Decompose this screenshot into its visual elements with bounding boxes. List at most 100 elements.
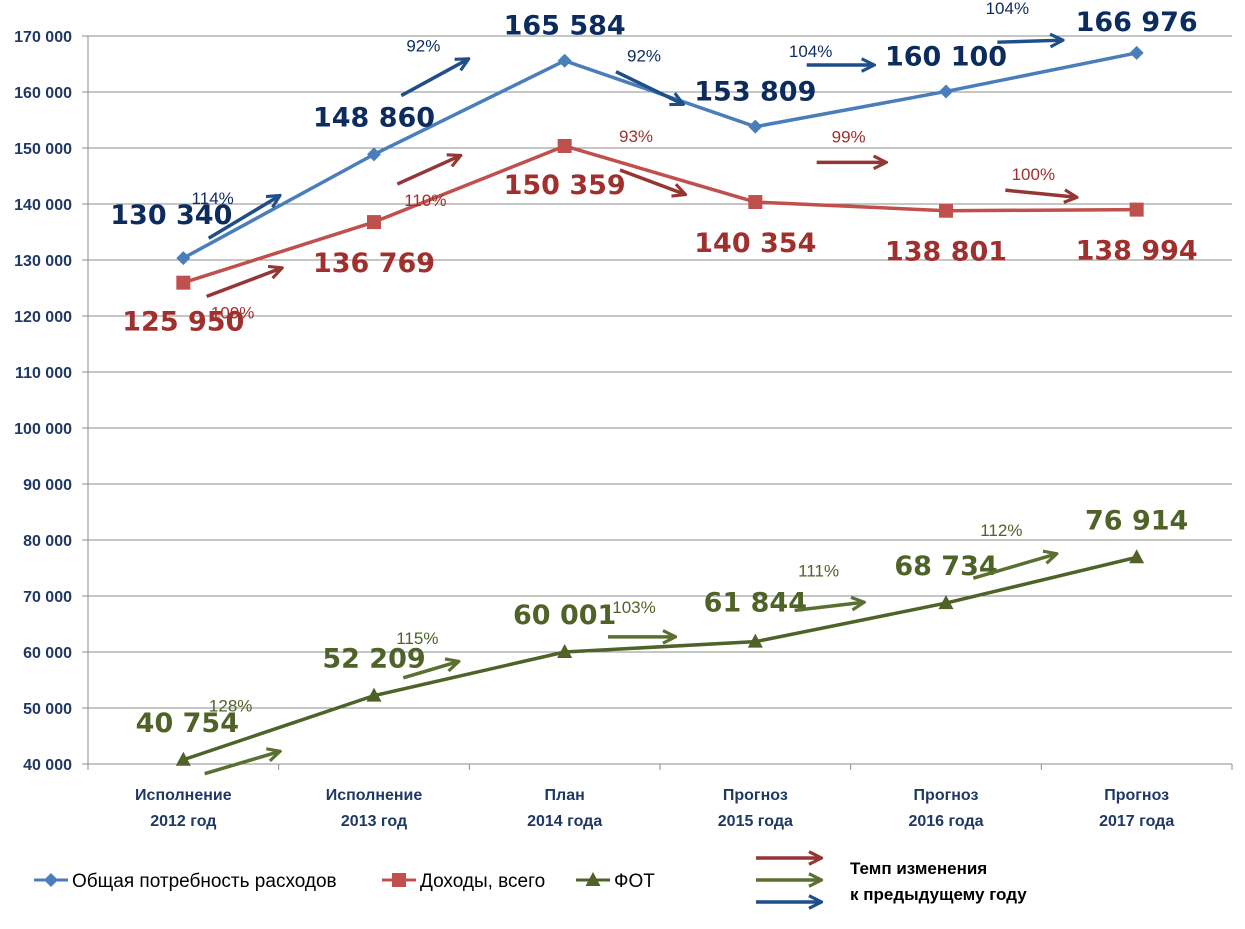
growth-label-income: 109% — [211, 303, 254, 322]
growth-arrow-income — [206, 268, 281, 299]
x-tick-label: Исполнение — [326, 787, 423, 804]
growth-arrow-payroll — [402, 662, 457, 680]
data-label-total: 148 860 — [313, 102, 435, 133]
x-tick-label: 2016 года — [908, 813, 983, 830]
growth-label-total: 92% — [627, 47, 661, 66]
y-tick-label: 110 000 — [15, 365, 72, 382]
y-tick-label: 140 000 — [14, 197, 72, 214]
growth-arrow-total — [400, 60, 467, 98]
x-tick-label: Прогноз — [1104, 787, 1169, 804]
growth-label-payroll: 103% — [612, 598, 655, 617]
x-tick-label: Исполнение — [135, 787, 232, 804]
data-label-total: 153 809 — [694, 77, 816, 108]
y-tick-label: 170 000 — [14, 29, 72, 46]
data-point-payroll — [557, 643, 573, 658]
data-label-income: 138 801 — [885, 237, 1007, 268]
growth-arrow-total — [207, 196, 279, 240]
x-tick-label: Прогноз — [914, 787, 979, 804]
data-point-income — [557, 138, 572, 153]
y-tick-label: 80 000 — [23, 533, 72, 550]
y-tick-label: 130 000 — [14, 253, 72, 270]
data-point-income — [748, 195, 763, 210]
growth-arrow-total — [997, 40, 1061, 42]
data-point-income — [176, 275, 191, 290]
x-tick-label: 2014 года — [527, 813, 602, 830]
data-point-total — [939, 84, 953, 99]
data-point-total — [1129, 45, 1144, 60]
y-tick-label: 90 000 — [23, 477, 72, 494]
y-tick-label: 160 000 — [14, 85, 72, 102]
data-label-income: 125 950 — [122, 307, 244, 338]
x-tick-label: План — [545, 787, 585, 804]
y-tick-label: 50 000 — [23, 701, 72, 718]
growth-label-total: 104% — [789, 42, 832, 61]
data-label-total: 165 584 — [504, 11, 626, 42]
growth-label-income: 93% — [619, 127, 653, 146]
x-tick-label: 2017 года — [1099, 813, 1174, 830]
y-tick-label: 40 000 — [23, 757, 72, 774]
growth-arrow-income — [619, 168, 684, 194]
growth-label-payroll: 128% — [209, 697, 252, 716]
y-tick-label: 120 000 — [14, 309, 72, 326]
legend-marker-income — [392, 873, 406, 887]
y-tick-label: 60 000 — [23, 645, 72, 662]
data-point-income — [1129, 202, 1144, 217]
growth-arrow-income — [1005, 188, 1075, 197]
legend-marker-payroll — [585, 872, 601, 886]
data-label-total: 160 100 — [885, 41, 1007, 72]
data-point-payroll — [938, 595, 954, 610]
data-point-total — [557, 53, 572, 68]
legend-note-text: к предыдущему году — [850, 885, 1027, 904]
legend-label-income: Доходы, всего — [420, 871, 545, 892]
growth-label-total: 114% — [192, 189, 234, 208]
growth-arrow-payroll — [972, 554, 1055, 580]
data-label-payroll: 68 734 — [894, 551, 997, 582]
data-label-payroll: 40 754 — [136, 708, 239, 739]
series-line-total — [182, 51, 1138, 260]
growth-arrow-total — [615, 70, 682, 104]
growth-label-payroll: 112% — [980, 521, 1022, 540]
data-point-total — [367, 147, 381, 162]
x-tick-label: Прогноз — [723, 787, 788, 804]
growth-label-payroll: 115% — [396, 629, 438, 648]
y-tick-label: 70 000 — [23, 589, 72, 606]
growth-label-income: 110% — [404, 191, 446, 210]
data-label-payroll: 52 209 — [322, 644, 425, 675]
x-tick-label: 2013 год — [341, 813, 407, 830]
data-point-payroll — [1129, 549, 1145, 564]
legend-label-payroll: ФОТ — [614, 871, 655, 892]
legend-label-total: Общая потребность расходов — [72, 871, 337, 892]
legend-marker-total — [44, 873, 58, 887]
x-tick-label: 2012 год — [150, 813, 216, 830]
data-label-total: 166 976 — [1076, 7, 1198, 38]
data-label-payroll: 61 844 — [704, 588, 807, 619]
growth-arrow-income — [396, 156, 459, 186]
data-label-income: 138 994 — [1076, 236, 1198, 267]
data-point-income — [367, 215, 381, 230]
data-label-payroll: 76 914 — [1085, 505, 1188, 536]
data-point-income — [939, 203, 953, 218]
growth-arrow-payroll — [204, 752, 279, 776]
series-line-payroll — [182, 555, 1138, 762]
legend-note-text: Темп изменения — [850, 859, 987, 878]
data-label-income: 140 354 — [694, 228, 816, 259]
growth-label-total: 92% — [406, 37, 440, 56]
data-label-total: 130 340 — [110, 200, 232, 231]
y-tick-label: 100 000 — [14, 421, 72, 438]
data-label-income: 150 359 — [504, 170, 626, 201]
data-label-income: 136 769 — [313, 248, 435, 279]
x-tick-label: 2015 года — [718, 813, 793, 830]
data-label-payroll: 60 001 — [513, 600, 616, 631]
growth-label-payroll: 111% — [798, 561, 839, 580]
growth-arrow-payroll — [794, 602, 863, 613]
data-point-total — [176, 251, 191, 266]
growth-label-total: 104% — [986, 0, 1029, 18]
data-point-payroll — [366, 687, 382, 702]
data-point-total — [748, 119, 763, 134]
series-line-income — [182, 144, 1137, 285]
data-point-payroll — [747, 633, 763, 648]
y-tick-label: 150 000 — [14, 141, 72, 158]
growth-label-income: 100% — [1012, 165, 1055, 184]
